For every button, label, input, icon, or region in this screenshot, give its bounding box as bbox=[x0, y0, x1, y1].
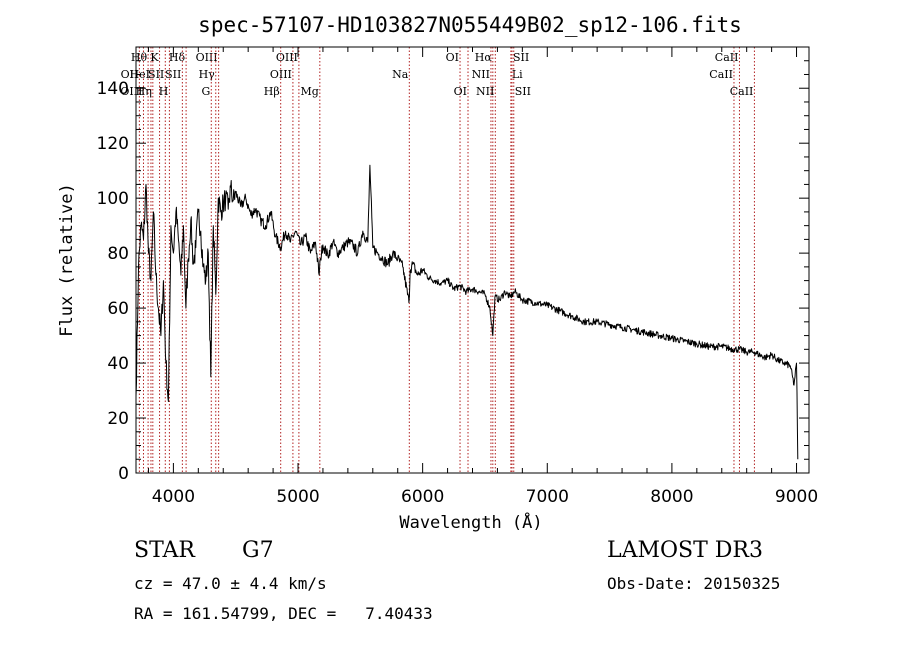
marker-label-17: Na bbox=[392, 68, 409, 81]
marker-label-13: Hβ bbox=[264, 85, 280, 98]
survey-name: LAMOST DR3 bbox=[607, 538, 763, 563]
redshift-velocity: cz = 47.0 ± 4.4 km/s bbox=[134, 574, 327, 593]
marker-label-11: Hγ bbox=[199, 68, 216, 81]
x-tick-label-9000: 9000 bbox=[775, 487, 818, 507]
y-tick-label-80: 80 bbox=[107, 244, 129, 264]
y-axis: 0 20 40 60 80 100 120 140 bbox=[97, 60, 809, 484]
marker-label-5: K bbox=[150, 51, 159, 64]
object-class: STAR bbox=[134, 538, 195, 563]
y-tick-label-100: 100 bbox=[97, 189, 129, 209]
marker-label-20: Hα bbox=[475, 51, 493, 64]
marker-label-12: G bbox=[201, 85, 210, 98]
x-tick-label-8000: 8000 bbox=[650, 487, 693, 507]
marker-label-0: OII bbox=[121, 68, 139, 81]
marker-label-23: SII bbox=[513, 51, 529, 64]
y-tick-label-120: 120 bbox=[97, 134, 129, 154]
y-axis-label: Flux (relative) bbox=[57, 183, 77, 337]
marker-label-18: OI bbox=[446, 51, 459, 64]
spectrum-series bbox=[135, 164, 799, 460]
observation-date: Obs-Date: 20150325 bbox=[607, 574, 781, 593]
object-subclass: G7 bbox=[242, 538, 274, 563]
x-axis: 4000 5000 6000 7000 8000 9000 bbox=[147, 47, 818, 507]
marker-label-4: Hη bbox=[136, 85, 152, 98]
marker-label-19: OI bbox=[454, 85, 467, 98]
x-tick-label-6000: 6000 bbox=[401, 487, 444, 507]
x-tick-label-7000: 7000 bbox=[526, 487, 569, 507]
marker-label-6: SII bbox=[148, 68, 164, 81]
marker-label-7: H bbox=[159, 85, 169, 98]
spectrum-line bbox=[135, 164, 799, 460]
y-tick-label-140: 140 bbox=[97, 79, 129, 99]
marker-label-9: SII bbox=[165, 68, 181, 81]
coordinates: RA = 161.54799, DEC = 7.40433 bbox=[134, 604, 433, 623]
x-axis-label: Wavelength (Å) bbox=[399, 511, 542, 533]
marker-label-16: Mg bbox=[301, 85, 319, 98]
marker-label-24: Li bbox=[512, 68, 523, 81]
plot-frame bbox=[135, 46, 810, 474]
marker-label-8: Hδ bbox=[169, 51, 186, 64]
chart-title: spec-57107-HD103827N055449B02_sp12-106.f… bbox=[198, 13, 742, 37]
marker-label-10: OIII bbox=[196, 51, 218, 64]
x-tick-label-5000: 5000 bbox=[276, 487, 319, 507]
y-tick-label-0: 0 bbox=[118, 464, 129, 484]
marker-label-21: NII bbox=[472, 68, 490, 81]
marker-label-25: SII bbox=[515, 85, 531, 98]
marker-label-27: CaII bbox=[709, 68, 733, 81]
marker-label-26: CaII bbox=[715, 51, 739, 64]
marker-label-22: NII bbox=[476, 85, 494, 98]
marker-label-28: CaII bbox=[730, 85, 754, 98]
y-tick-label-60: 60 bbox=[107, 299, 129, 319]
marker-label-14: OIII bbox=[276, 51, 298, 64]
marker-label-2: Hθ bbox=[131, 51, 148, 64]
y-tick-label-40: 40 bbox=[107, 354, 129, 374]
y-tick-label-20: 20 bbox=[107, 409, 129, 429]
x-tick-label-4000: 4000 bbox=[152, 487, 195, 507]
marker-label-15: OIII bbox=[270, 68, 292, 81]
